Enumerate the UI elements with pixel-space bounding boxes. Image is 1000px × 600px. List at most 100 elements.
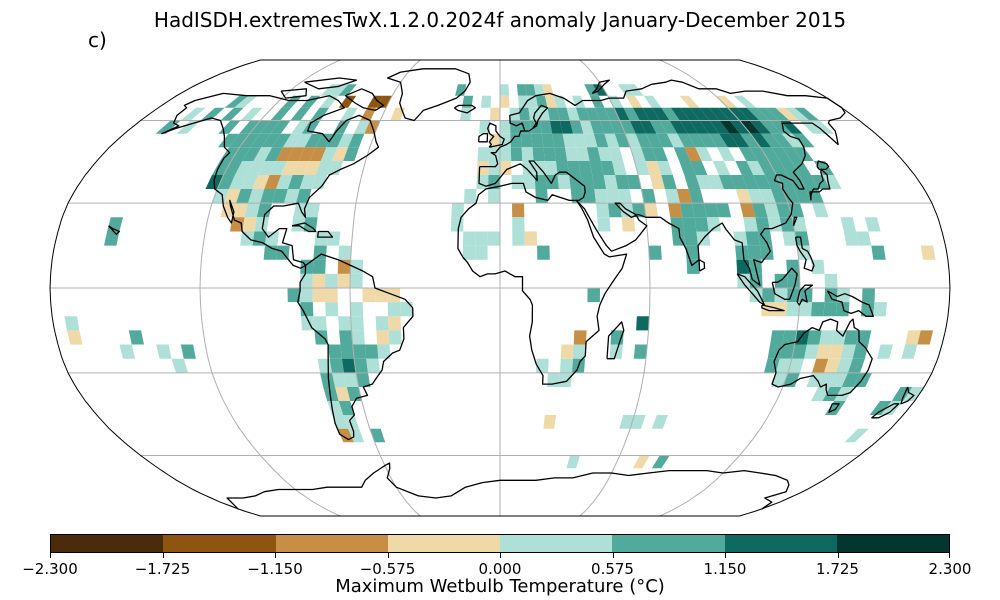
anomaly-cell (730, 175, 748, 189)
meridian-line (579, 59, 651, 517)
anomaly-cell (119, 344, 136, 359)
anomaly-cell (200, 107, 225, 121)
anomaly-cell (600, 161, 616, 175)
anomaly-cell (217, 133, 240, 148)
meridian-line (349, 59, 421, 517)
anomaly-cell (524, 231, 538, 246)
anomaly-cell (695, 147, 713, 161)
anomaly-cell (272, 189, 288, 204)
anomaly-cell (314, 231, 329, 246)
anomaly-cell (837, 288, 850, 303)
anomaly-cell (651, 415, 668, 429)
colorbar-tick-label: −1.725 (134, 560, 191, 578)
anomaly-cell (512, 203, 525, 218)
anomaly-cell (864, 217, 881, 232)
anomaly-cell (749, 147, 769, 161)
anomaly-cell (848, 358, 865, 373)
anomaly-cell (356, 372, 371, 387)
anomaly-cell (252, 231, 267, 246)
anomaly-cell (531, 133, 544, 148)
coastline (871, 403, 900, 419)
coastline (736, 273, 766, 306)
anomaly-cell (688, 189, 704, 204)
anomaly-cell (249, 120, 271, 134)
anomaly-cell (519, 107, 530, 121)
coastline (477, 133, 489, 143)
anomaly-cell (315, 161, 332, 175)
anomaly-cell (450, 217, 464, 232)
coastline (816, 160, 830, 171)
anomaly-cell (535, 95, 548, 108)
anomaly-cell (746, 161, 765, 175)
anomaly-cell (462, 245, 476, 260)
anomaly-cell (673, 147, 691, 161)
colorbar-bin (724, 535, 837, 552)
anomaly-cell (300, 273, 313, 288)
anomaly-cell (743, 217, 758, 232)
anomaly-cell (596, 203, 610, 218)
colorbar-tick-label: 2.300 (928, 560, 972, 578)
colorbar-tick-label: −1.150 (247, 560, 303, 578)
colorbar-tick (162, 553, 164, 558)
anomaly-cell (686, 259, 700, 274)
anomaly-cell (264, 231, 279, 246)
anomaly-cell (532, 147, 545, 161)
meridian-line (199, 59, 341, 517)
anomaly-cell (566, 455, 580, 469)
colorbar-tick-label: 0.575 (591, 560, 634, 578)
anomaly-cell (788, 358, 805, 373)
anomaly-cell (619, 415, 635, 429)
anomaly-cell (635, 133, 652, 148)
anomaly-cell (535, 189, 548, 204)
anomaly-cell (804, 344, 820, 359)
colorbar-bin (163, 535, 276, 552)
anomaly-cell (512, 217, 525, 232)
panel-label: c) (88, 28, 107, 52)
anomaly-cell (292, 161, 310, 175)
anomaly-cell (523, 175, 536, 189)
anomaly-cell (623, 107, 640, 121)
anomaly-cell (603, 175, 618, 189)
anomaly-cell (747, 245, 762, 260)
anomaly-cell (560, 358, 573, 373)
anomaly-cell (735, 161, 754, 175)
anomaly-cell (806, 330, 822, 345)
anomaly-cell (560, 344, 574, 359)
colorbar-tick (50, 553, 51, 558)
anomaly-cell (759, 245, 774, 260)
anomaly-cell (609, 120, 626, 134)
anomaly-cell (538, 107, 550, 121)
anomaly-cell (784, 107, 810, 121)
anomaly-cell (585, 107, 600, 121)
anomaly-cell (633, 344, 648, 359)
anomaly-cell (335, 387, 351, 401)
anomaly-cell (709, 120, 730, 134)
coastline (809, 168, 831, 201)
anomaly-cell (765, 175, 783, 189)
anomaly-cell (340, 107, 358, 121)
anomaly-cell (756, 107, 780, 121)
colorbar-tick (725, 553, 726, 558)
anomaly-cell (309, 147, 327, 161)
anomaly-cell (552, 133, 566, 148)
anomaly-cell (684, 147, 702, 161)
anomaly-cell (344, 372, 359, 387)
anomaly-cell (180, 107, 206, 121)
anomaly-cell (171, 358, 188, 373)
anomaly-cell (287, 288, 301, 303)
anomaly-cell (353, 120, 371, 134)
anomaly-cell (317, 358, 332, 373)
colorbar-bin (51, 535, 164, 552)
anomaly-cell (661, 175, 677, 189)
anomaly-cell (589, 120, 605, 134)
anomaly-cell (66, 330, 83, 345)
anomaly-cell (831, 330, 847, 345)
anomaly-cell (328, 344, 342, 359)
anomaly-cell (557, 107, 570, 121)
anomaly-cell (632, 455, 650, 469)
anomaly-cell (240, 231, 255, 246)
anomaly-cell (329, 358, 344, 373)
anomaly-cell (128, 330, 144, 345)
anomaly-cell (323, 387, 339, 401)
anomaly-cell (776, 203, 792, 218)
